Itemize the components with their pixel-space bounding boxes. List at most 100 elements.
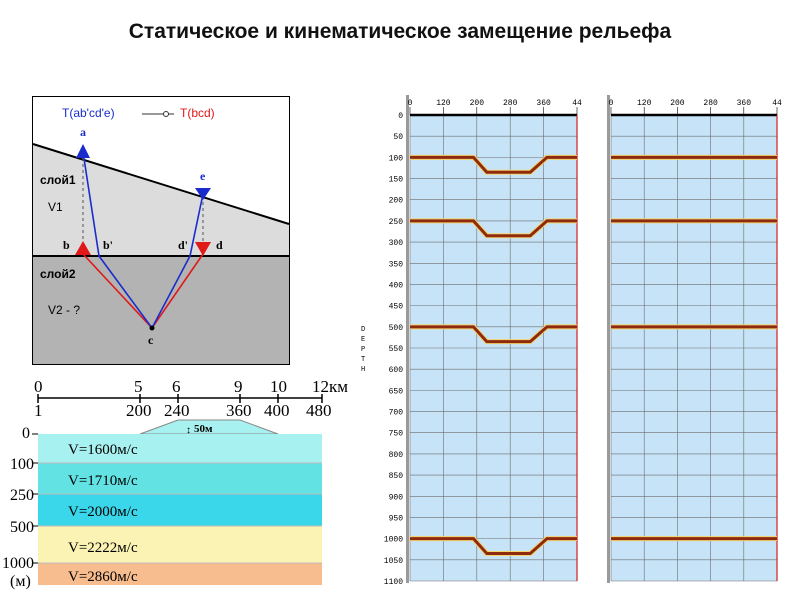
depth-tick-label: 50 [393,133,403,142]
layer-band-1 [38,434,322,463]
reflector [410,537,577,555]
depth-tick-label: 1100 [384,578,403,585]
depth-tick-label: 350 [389,260,404,269]
reflector [410,155,577,174]
depth-tick-label: 450 [389,303,404,312]
picket-1: 1 [34,401,43,420]
km-tick-12: 12км [312,377,348,396]
depth-100: 100 [10,456,34,473]
x-tick-label: 280 [503,99,518,108]
depth-tick-label: 950 [389,514,404,523]
section-edge [607,95,610,583]
picket-400: 400 [264,401,290,420]
legend-arrow-dot-icon [163,111,169,117]
label-d: d [216,238,223,252]
layer1-area [33,144,289,256]
layer-boundaries [38,462,322,564]
label-layer2: слой2 [40,267,76,281]
depth-tick-label: 850 [389,472,404,481]
section-kinematic: 0 120 200 280 360 44 [607,95,782,583]
depth-1000: 1000 [2,555,34,572]
relief-arrow-icon: ↕ [186,425,191,436]
section-static: 0 120 200 280 360 44 [406,95,582,583]
x-tick-label: 360 [737,99,752,108]
label-e: e [200,169,206,183]
layer-band-4 [38,526,322,563]
depth-tick-label: 100 [389,154,404,163]
depth-tick-label: 750 [389,430,404,439]
depth-tick-label: 1000 [384,536,403,545]
picket-200: 200 [126,401,152,420]
velocity-model: 0 5 6 9 10 12км 1 200 240 360 400 480 ↕ … [2,377,348,590]
depth-tick-label: 300 [389,239,404,248]
depth-unit: (м) [10,573,31,590]
depth-tick-label: 1050 [384,557,403,566]
depth-tick-label: 650 [389,387,404,396]
label-a: a [80,125,86,139]
label-c: c [148,333,154,347]
label-layer1: слой1 [40,173,76,187]
page-title: Статическое и кинематическое замещение р… [128,20,672,43]
label-b-prime: b' [103,238,113,252]
velocity-2: V=1710м/с [68,473,138,489]
label-d-prime: d' [178,238,188,252]
label-b: b [63,238,70,252]
depth-tick-label: 900 [389,493,404,502]
velocity-5: V=2860м/с [68,569,138,585]
depth-tick-label: 700 [389,409,404,418]
km-tick-0: 0 [34,377,43,396]
velocity-1: V=1600м/с [68,442,138,458]
depth-axis-letter: D [361,326,365,334]
label-v2: V2 - ? [48,303,80,317]
depth-tick-label: 800 [389,451,404,460]
picket-360: 360 [226,401,252,420]
section-edge [406,95,409,583]
x-tick-label: 44 [772,99,782,108]
depth-0: 0 [22,425,30,442]
depth-tick-label: 600 [389,366,404,375]
point-c-icon [149,325,155,331]
x-tick-label: 0 [408,99,413,108]
km-tick-5: 5 [134,377,143,396]
x-tick-label: 120 [637,99,652,108]
legend-red: T(bcd) [180,106,215,120]
depth-axis-letter: H [361,366,365,374]
receiver-e-icon [195,188,211,200]
km-tick-10: 10 [270,377,287,396]
receiver-d-icon [195,242,211,256]
x-tick-label: 120 [436,99,451,108]
depth-ticks [32,433,38,564]
layer-band-5 [38,563,322,585]
depth-axis-letter: P [361,346,365,354]
layer-band-3 [38,494,322,526]
legend-blue: T(ab'cd'e) [62,106,115,120]
x-tick-label: 280 [703,99,718,108]
velocity-3: V=2000м/с [68,504,138,520]
km-tick-6: 6 [172,377,181,396]
x-tick-label: 44 [572,99,582,108]
reflector [410,219,577,238]
layer-band-2 [38,463,322,494]
depth-tick-label: 500 [389,324,404,333]
depth-tick-label: 550 [389,345,404,354]
relief-label: 50м [194,423,213,435]
source-b-icon [75,241,91,255]
depth-500: 500 [10,519,34,536]
source-a-icon [76,144,90,158]
scale-ticks [37,394,323,403]
reflector [410,325,577,344]
depth-tick-label: 250 [389,218,404,227]
depth-tick-label: 200 [389,197,404,206]
x-tick-label: 200 [470,99,485,108]
x-tick-label: 360 [536,99,551,108]
depth-axis-letter: E [361,336,365,344]
ray-diagram: T(ab'cd'e) T(bcd) a e b b' d' d c слой1 … [32,96,290,365]
depth-250: 250 [10,487,34,504]
surface-line [32,143,290,225]
depth-axis-letter: T [361,356,365,364]
km-tick-9: 9 [234,377,243,396]
picket-240: 240 [164,401,190,420]
depth-tick-label: 0 [398,112,403,121]
label-v1: V1 [48,200,63,214]
seismic-sections: 0 50 100 150 200 250 300 350 400 450 500 550 600 650 7… [361,95,782,585]
